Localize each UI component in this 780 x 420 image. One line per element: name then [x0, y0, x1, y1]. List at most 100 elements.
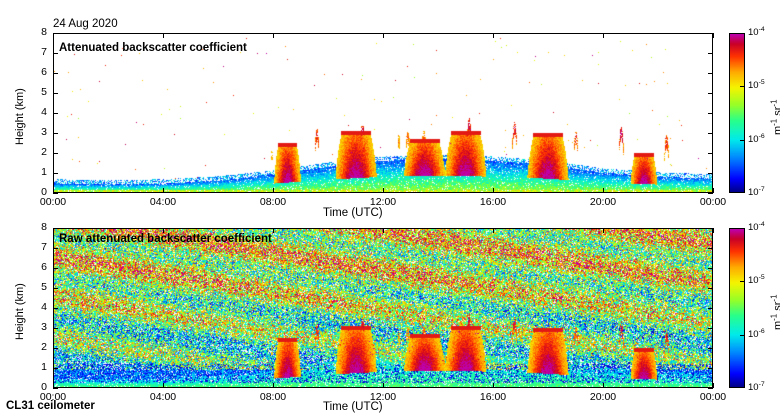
x-tick-mark-top-1-5 [603, 33, 604, 38]
colorbar-label-1: m-1 sr-1 [769, 100, 780, 135]
y-tick-mark-right-2-0 [708, 388, 713, 389]
x-tick-label-2-0: 00:00 [39, 391, 67, 403]
instrument-label: CL31 ceilometer [6, 400, 95, 412]
x-tick-mark-1-3 [383, 188, 384, 193]
colorbar-tick-mark-2-3 [740, 387, 744, 388]
y-tick-label-2-8: 8 [41, 221, 47, 233]
x-tick-mark-top-1-6 [713, 33, 714, 38]
y-tick-mark-right-2-2 [708, 348, 713, 349]
colorbar-1 [729, 33, 745, 193]
y-tick-label-2-4: 4 [41, 301, 47, 313]
colorbar-tick-label-2-0: 10-4 [748, 221, 765, 234]
x-tick-mark-top-2-0 [53, 228, 54, 233]
y-tick-mark-2-1 [53, 368, 58, 369]
y-tick-mark-right-1-3 [708, 133, 713, 134]
date-label: 24 Aug 2020 [53, 18, 118, 30]
x-tick-mark-2-1 [163, 383, 164, 388]
y-tick-label-1-1: 1 [41, 166, 47, 178]
y-tick-mark-right-2-1 [708, 368, 713, 369]
x-tick-label-2-5: 20:00 [589, 391, 617, 403]
y-tick-mark-2-3 [53, 328, 58, 329]
y-tick-mark-1-3 [53, 133, 58, 134]
x-tick-mark-1-1 [163, 188, 164, 193]
colorbar-label-text-1: m-1 sr-1 [769, 99, 780, 135]
y-tick-label-1-7: 7 [41, 46, 47, 58]
y-tick-mark-2-5 [53, 288, 58, 289]
x-tick-mark-2-2 [273, 383, 274, 388]
y-tick-label-2-7: 7 [41, 241, 47, 253]
x-tick-mark-top-1-3 [383, 33, 384, 38]
y-tick-mark-right-1-0 [708, 193, 713, 194]
x-tick-mark-2-3 [383, 383, 384, 388]
colorbar-tick-label-2-3: 10-7 [748, 381, 765, 394]
x-tick-label-1-5: 20:00 [589, 196, 617, 208]
y-tick-mark-right-1-4 [708, 113, 713, 114]
x-tick-mark-1-4 [493, 188, 494, 193]
y-tick-label-1-0: 0 [41, 186, 47, 198]
x-tick-label-2-6: 00:00 [699, 391, 727, 403]
colorbar-tick-mark-1-0 [740, 33, 744, 34]
x-tick-label-1-0: 00:00 [39, 196, 67, 208]
y-tick-label-1-3: 3 [41, 126, 47, 138]
colorbar-tick-label-1-1: 10-5 [748, 79, 765, 92]
plot-area-1 [53, 33, 713, 193]
colorbar-label-text-2: m-1 sr-1 [769, 294, 780, 330]
y-tick-mark-2-6 [53, 268, 58, 269]
y-tick-mark-2-8 [53, 228, 58, 229]
y-tick-mark-2-0 [53, 388, 58, 389]
y-tick-mark-2-4 [53, 308, 58, 309]
y-tick-mark-right-2-3 [708, 328, 713, 329]
x-tick-label-2-1: 04:00 [149, 391, 177, 403]
x-tick-mark-1-2 [273, 188, 274, 193]
x-tick-mark-top-2-2 [273, 228, 274, 233]
panel-title-1: Attenuated backscatter coefficient [59, 42, 247, 54]
colorbar-tick-mark-2-0 [740, 228, 744, 229]
y-tick-mark-right-1-8 [708, 33, 713, 34]
x-tick-label-2-4: 16:00 [479, 391, 507, 403]
colorbar-label-2: m-1 sr-1 [769, 295, 780, 330]
y-tick-mark-right-2-5 [708, 288, 713, 289]
x-tick-label-1-6: 00:00 [699, 196, 727, 208]
y-tick-mark-2-7 [53, 248, 58, 249]
y-tick-label-2-6: 6 [41, 261, 47, 273]
y-tick-mark-right-2-8 [708, 228, 713, 229]
plot-area-2 [53, 228, 713, 388]
y-tick-label-1-5: 5 [41, 86, 47, 98]
x-tick-mark-2-5 [603, 383, 604, 388]
panel-title-2: Raw attenuated backscatter coefficient [59, 233, 272, 245]
x-tick-label-1-3: 12:00 [369, 196, 397, 208]
x-tick-mark-1-6 [713, 188, 714, 193]
y-tick-mark-1-6 [53, 73, 58, 74]
y-tick-label-2-2: 2 [41, 341, 47, 353]
x-tick-label-1-2: 08:00 [259, 196, 287, 208]
x-tick-label-1-1: 04:00 [149, 196, 177, 208]
y-tick-label-1-2: 2 [41, 146, 47, 158]
x-tick-mark-top-2-5 [603, 228, 604, 233]
y-tick-label-2-3: 3 [41, 321, 47, 333]
colorbar-2 [729, 228, 745, 388]
x-tick-mark-top-1-4 [493, 33, 494, 38]
x-axis-label-2: Time (UTC) [323, 401, 383, 413]
y-tick-mark-1-0 [53, 193, 58, 194]
x-tick-mark-2-6 [713, 383, 714, 388]
x-tick-mark-top-1-2 [273, 33, 274, 38]
colorbar-tick-label-1-2: 10-6 [748, 132, 765, 145]
y-tick-mark-right-1-7 [708, 53, 713, 54]
x-tick-label-2-2: 08:00 [259, 391, 287, 403]
y-tick-mark-1-2 [53, 153, 58, 154]
colorbar-tick-mark-2-2 [740, 335, 744, 336]
y-tick-mark-1-1 [53, 173, 58, 174]
y-tick-mark-1-8 [53, 33, 58, 34]
colorbar-tick-label-2-1: 10-5 [748, 274, 765, 287]
x-tick-mark-2-0 [53, 383, 54, 388]
y-tick-mark-1-5 [53, 93, 58, 94]
y-tick-mark-right-1-6 [708, 73, 713, 74]
y-tick-mark-1-4 [53, 113, 58, 114]
colorbar-tick-mark-2-1 [740, 281, 744, 282]
x-tick-mark-top-2-1 [163, 228, 164, 233]
y-tick-label-2-1: 1 [41, 361, 47, 373]
y-tick-mark-1-7 [53, 53, 58, 54]
y-tick-mark-right-1-5 [708, 93, 713, 94]
x-tick-mark-top-1-1 [163, 33, 164, 38]
colorbar-tick-mark-1-1 [740, 86, 744, 87]
